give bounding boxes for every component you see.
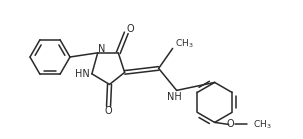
Text: O: O — [105, 106, 112, 116]
Text: CH$_3$: CH$_3$ — [253, 118, 271, 131]
Text: CH$_3$: CH$_3$ — [175, 37, 193, 50]
Text: HN: HN — [75, 69, 89, 79]
Text: N: N — [98, 44, 105, 54]
Text: O: O — [227, 119, 235, 129]
Text: NH: NH — [167, 92, 182, 102]
Text: O: O — [126, 24, 134, 34]
